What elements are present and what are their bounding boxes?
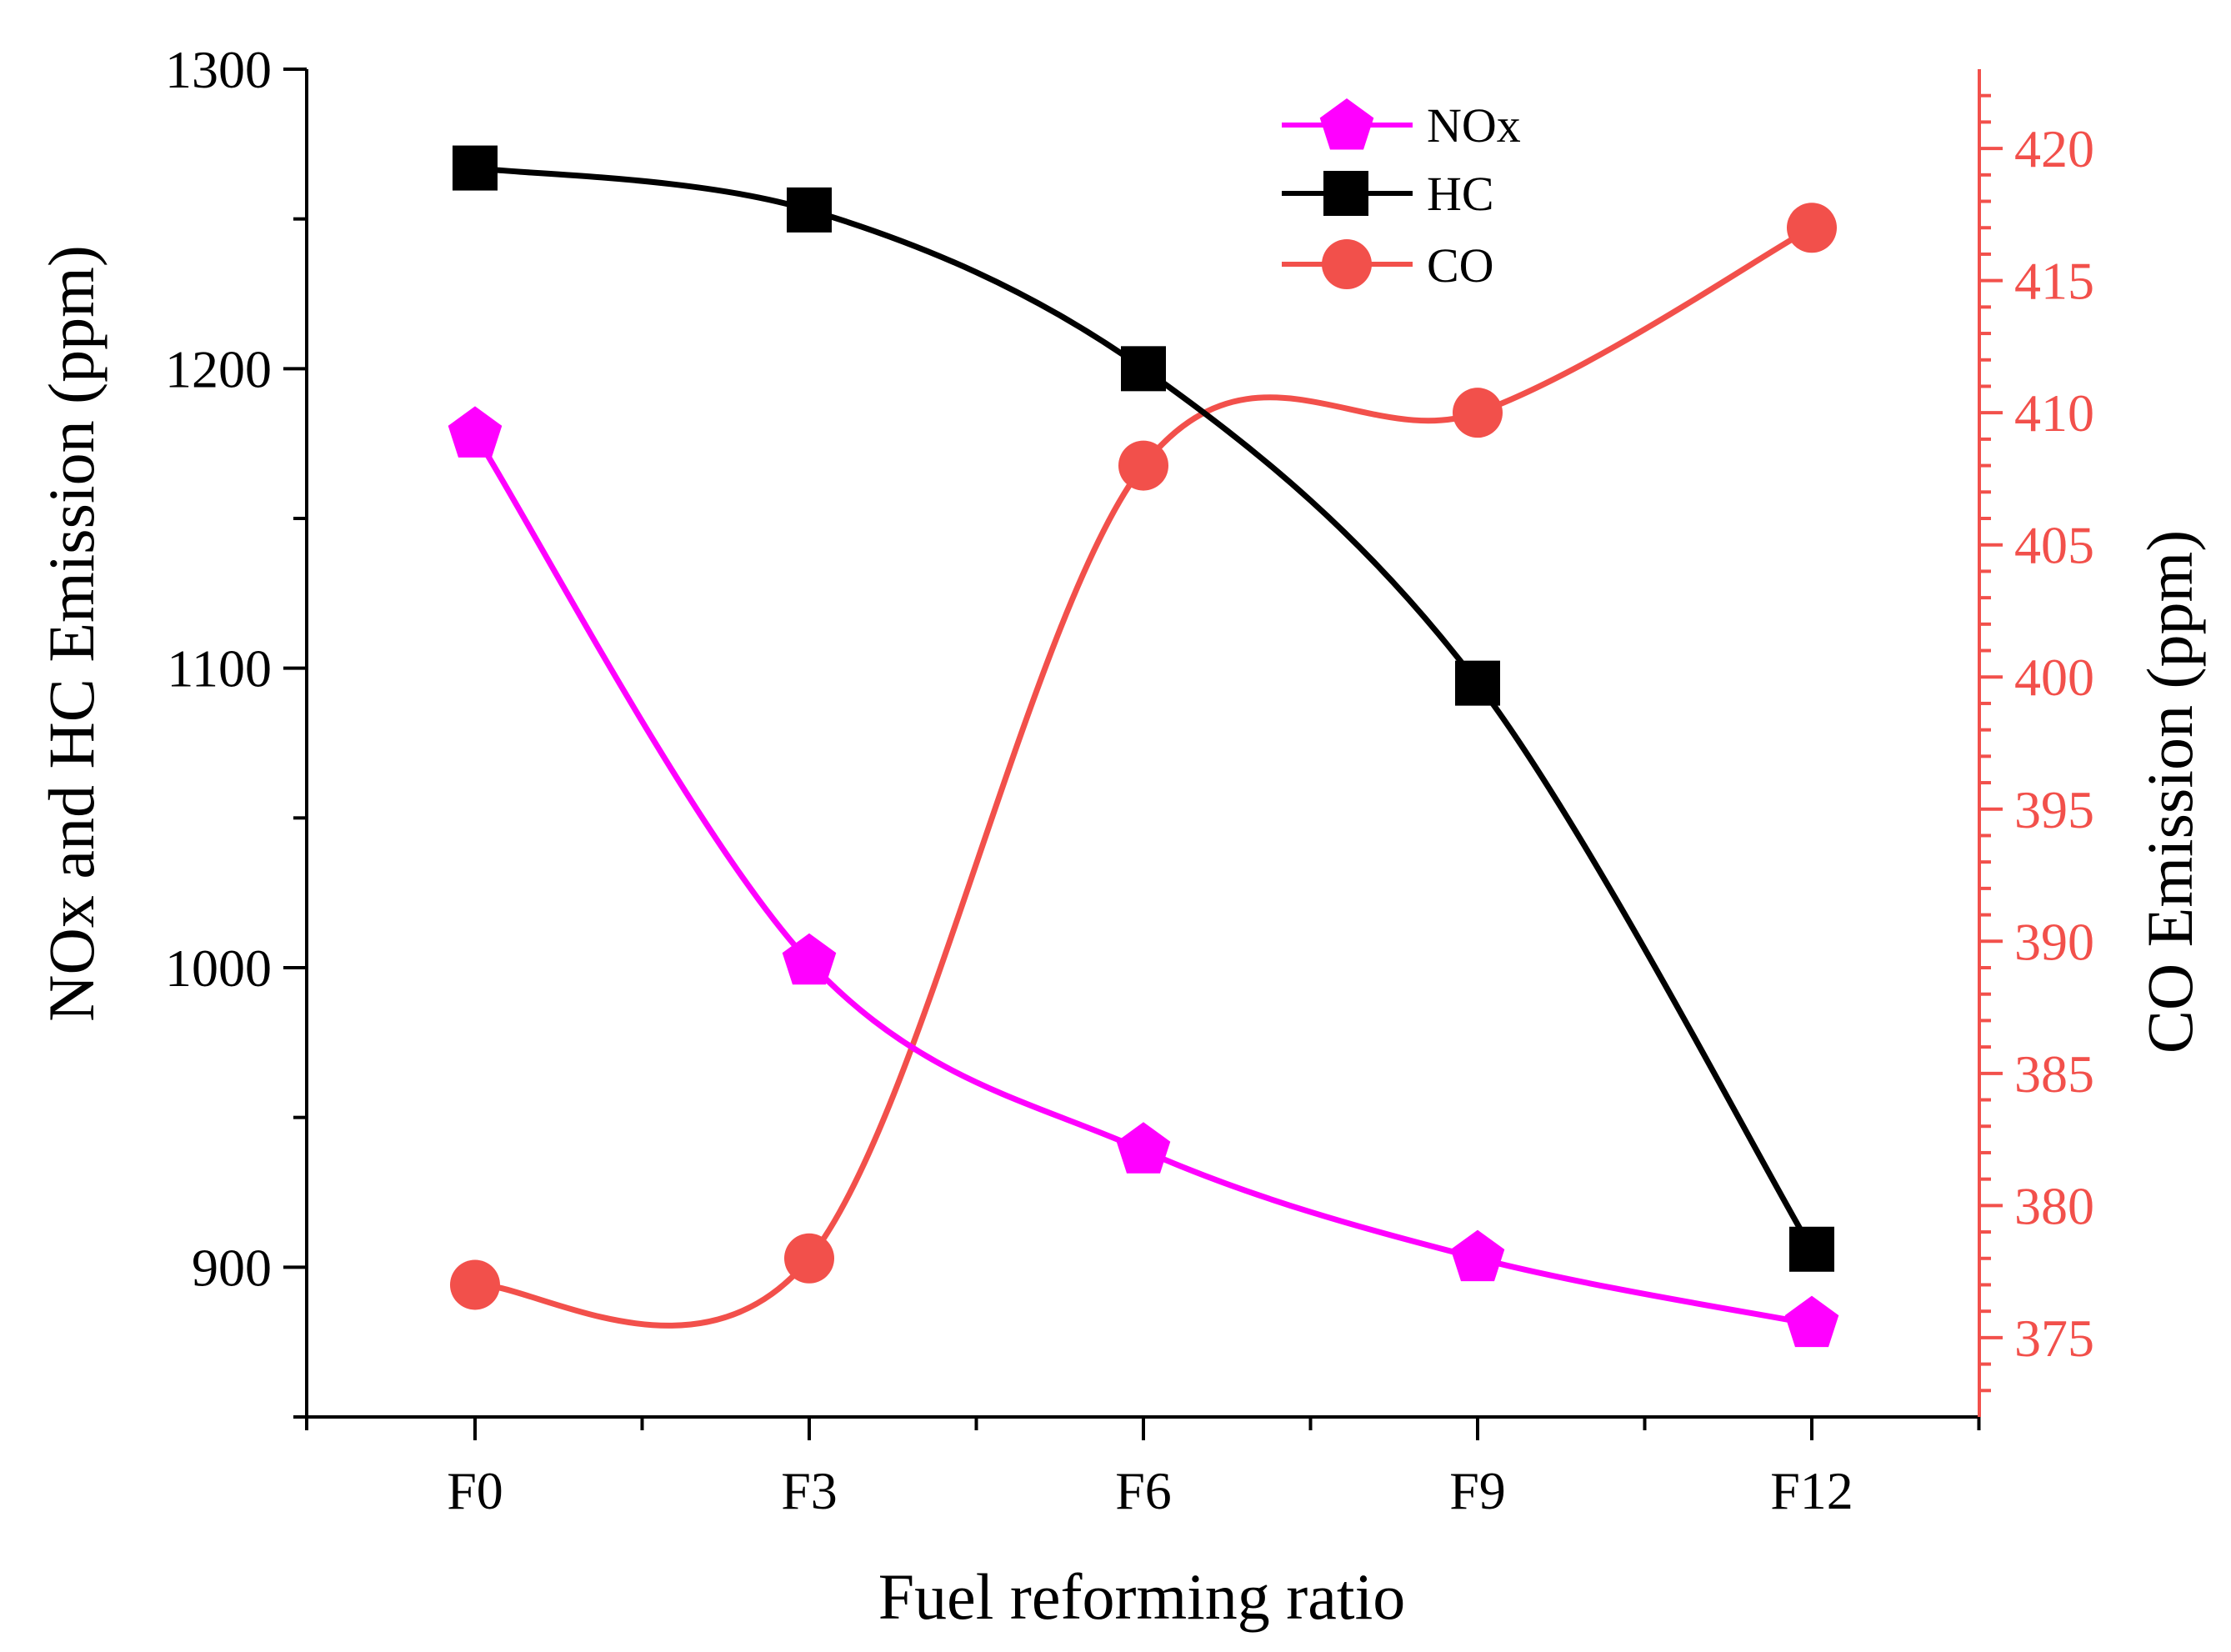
data-point-co [1118,440,1168,491]
y-right-tick-label: 385 [2014,1044,2094,1104]
data-point-nox [1784,1295,1839,1348]
data-point-hc [1789,1226,1834,1272]
legend-label-nox: NOx [1427,98,1521,153]
data-point-co [784,1233,834,1284]
legend-label-hc: HC [1427,167,1494,221]
ticks: 900 1000 1100 1200 1300 375 380 385 390 395 400 405… [165,40,2094,1520]
y-left-tick-label: 1100 [167,639,272,698]
y-right-tick-label: 390 [2014,912,2094,971]
y-axis-right-title: CO Emission (ppm) [2133,530,2206,1054]
y-left-tick-label: 900 [192,1238,272,1297]
y-right-tick-label: 400 [2014,648,2094,707]
y-left-tick-label: 1200 [165,339,272,398]
data-point-co [450,1259,500,1310]
series-line-hc [474,165,1815,1251]
y-right-tick-label: 410 [2014,383,2094,443]
legend-marker-co [1322,239,1372,289]
axes [305,69,1981,1419]
y-left-tick-label: 1300 [165,40,272,99]
y-right-tick-label: 415 [2014,252,2094,311]
data-point-nox [448,406,503,458]
y-right-tick-label: 380 [2014,1176,2094,1235]
x-tick-label: F3 [781,1461,838,1520]
data-point-hc [453,145,498,191]
series-line-co [474,225,1813,1329]
y-right-tick-label: 375 [2014,1309,2094,1368]
series-markers [448,145,1839,1348]
data-point-co [1453,388,1503,438]
legend-marker-nox [1319,98,1374,150]
legend-marker-hc [1323,171,1368,216]
series-lines [473,165,1815,1329]
x-tick-label: F9 [1449,1461,1506,1520]
data-point-nox [1450,1229,1505,1282]
y-axis-left-title: NOx and HC Emission (ppm) [35,245,108,1022]
x-tick-label: F0 [447,1461,503,1520]
data-point-co [1787,203,1837,253]
data-point-hc [1455,660,1500,706]
y-right-tick-label: 420 [2014,119,2094,178]
legend-label-co: CO [1427,238,1494,293]
data-point-nox [1116,1122,1171,1174]
x-tick-label: F6 [1115,1461,1172,1520]
y-left-tick-label: 1000 [165,939,272,998]
data-point-nox [782,933,837,985]
series-line-nox [473,433,1813,1328]
y-right-tick-label: 395 [2014,780,2094,839]
x-axis-title: Fuel reforming ratio [878,1560,1406,1633]
data-point-hc [1121,346,1166,392]
y-right-tick-label: 405 [2014,516,2094,575]
legend: NOx HC CO [1282,98,1521,293]
data-point-hc [787,187,832,233]
x-tick-label: F12 [1770,1461,1853,1520]
